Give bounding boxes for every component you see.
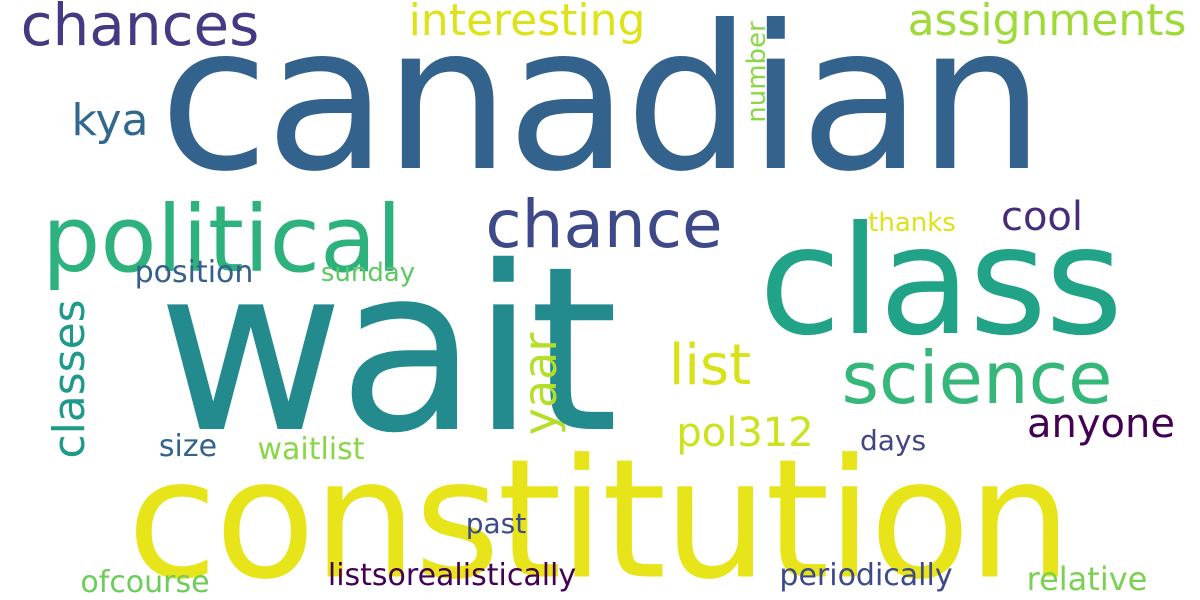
word-class: class — [758, 195, 1123, 369]
word-assignments: assignments — [907, 0, 1187, 46]
word-cool: cool — [1000, 194, 1084, 240]
word-list: list — [668, 333, 752, 398]
word-interesting: interesting — [408, 0, 646, 46]
word-days: days — [859, 424, 927, 457]
word-constitution: constitution — [126, 423, 1072, 600]
word-chances: chances — [20, 0, 260, 59]
word-classes: classes — [44, 299, 95, 459]
word-waitlist: waitlist — [257, 432, 365, 467]
word-canadian: canadian — [159, 0, 1045, 216]
word-thanks: thanks — [868, 208, 956, 238]
word-listsorealistically: listsorealistically — [327, 558, 577, 593]
word-wait: wait — [157, 217, 619, 483]
word-position: position — [134, 255, 254, 290]
word-anyone: anyone — [1027, 401, 1175, 447]
word-past: past — [465, 507, 527, 540]
word-pol312: pol312 — [676, 410, 814, 456]
word-chance: chance — [485, 186, 723, 263]
word-ofcourse: ofcourse — [80, 565, 210, 600]
word-science: science — [841, 336, 1113, 420]
word-size: size — [158, 429, 218, 464]
word-political: political — [42, 186, 402, 293]
word-kya: kya — [71, 95, 149, 146]
word-yaar: yaar — [513, 332, 567, 436]
word-sunday: sunday — [320, 258, 416, 288]
word-periodically: periodically — [779, 558, 953, 593]
word-number: number — [742, 21, 772, 123]
word-relative: relative — [1026, 560, 1148, 598]
